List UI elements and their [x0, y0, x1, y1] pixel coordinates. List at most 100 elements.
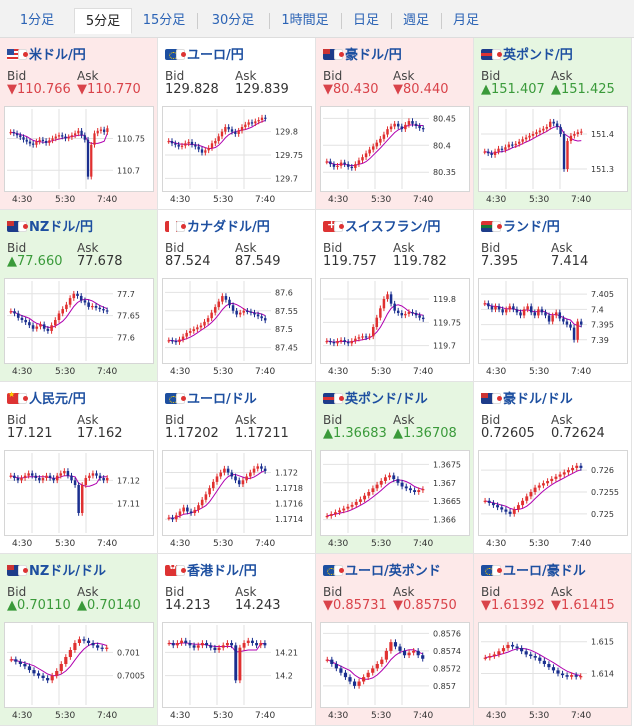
candle-body — [175, 643, 179, 646]
currency-tile[interactable]: 米ドル/円 Bid Ask ▼110.766 ▼110.770 110.75 110.7 4:… — [0, 38, 158, 210]
pair-title-link[interactable]: ユーロ/英ポンド — [323, 560, 441, 579]
price-chart[interactable]: 1.615 1.614 — [478, 622, 628, 708]
candle-body — [50, 675, 54, 681]
candle-body — [35, 326, 39, 329]
price-chart[interactable]: 80.45 80.4 80.35 — [320, 106, 470, 192]
candle-body — [525, 496, 529, 501]
candle-body — [247, 122, 250, 125]
price-chart[interactable]: 7.405 7.4 7.395 7.39 — [478, 278, 628, 364]
pair-name[interactable]: ユーロ/円 — [187, 48, 244, 63]
price-chart[interactable]: 1.3675 1.367 1.3665 1.366 — [320, 450, 470, 536]
x-tick-label: 4:30 — [328, 195, 349, 205]
pair-title-link[interactable]: スイスフラン/円 — [323, 216, 441, 235]
price-chart[interactable]: 87.6 87.55 87.5 87.45 — [162, 278, 312, 364]
tab-timeframe[interactable]: 5分足 — [74, 8, 132, 34]
pair-name[interactable]: ユーロ/豪ドル — [503, 564, 586, 579]
currency-tile[interactable]: カナダドル/円 Bid Ask 87.524 87.549 87.6 87.55 87.5 87… — [158, 210, 316, 382]
price-chart[interactable]: 17.12 17.11 — [4, 450, 154, 536]
pair-title-link[interactable]: ランド/円 — [481, 216, 560, 235]
y-tick-label: 0.8574 — [433, 647, 461, 656]
price-chart[interactable]: 129.8 129.75 129.7 — [162, 106, 312, 192]
pair-name[interactable]: ユーロ/英ポンド — [345, 564, 441, 579]
gb-flag-icon — [481, 49, 496, 60]
pair-title-link[interactable]: NZドル/ドル — [7, 560, 107, 579]
currency-tile[interactable]: NZドル/ドル Bid Ask ▲0.70110 ▲0.70140 0.701 0.7005… — [0, 554, 158, 726]
candle-body — [350, 504, 354, 507]
currency-tile[interactable]: ランド/円 Bid Ask 7.395 7.414 7.405 7.4 7.395 7.39 4:… — [474, 210, 632, 382]
pair-name[interactable]: スイスフラン/円 — [345, 220, 441, 235]
price-chart[interactable]: 151.4 151.3 — [478, 106, 628, 192]
pair-title-link[interactable]: カナダドル/円 — [165, 216, 270, 235]
pair-title-link[interactable]: 英ポンド/ドル — [323, 388, 428, 407]
pair-title-link[interactable]: 米ドル/円 — [7, 44, 86, 63]
pair-name[interactable]: 豪ドル/円 — [345, 48, 402, 63]
currency-tile[interactable]: ユーロ/ドル Bid Ask 1.17202 1.17211 1.172 1.1718 1.1… — [158, 382, 316, 554]
price-chart[interactable]: 0.8576 0.8574 0.8572 0.857 — [320, 622, 470, 708]
price-chart[interactable]: 119.8 119.75 119.7 — [320, 278, 470, 364]
pair-title-link[interactable]: NZドル/円 — [7, 216, 94, 235]
pair-name[interactable]: ユーロ/ドル — [187, 392, 257, 407]
bid-value: 119.757 — [323, 254, 377, 269]
price-chart[interactable]: 0.701 0.7005 — [4, 622, 154, 708]
candle-body — [244, 124, 247, 127]
moving-average-line — [168, 470, 266, 519]
x-tick-label: 5:30 — [529, 711, 550, 721]
candle-body — [407, 312, 411, 314]
pair-title-link[interactable]: ユーロ/円 — [165, 44, 244, 63]
currency-tile[interactable]: スイスフラン/円BidAsk119.757119.782119.8119.751… — [316, 210, 474, 382]
pair-name[interactable]: 人民元/円 — [29, 392, 86, 407]
candle-body — [549, 121, 552, 127]
candle-body — [213, 307, 217, 313]
tab-timeframe[interactable]: 日足 — [352, 13, 379, 28]
pair-name[interactable]: 豪ドル/ドル — [503, 392, 573, 407]
pair-name[interactable]: NZドル/ドル — [29, 564, 107, 579]
candle-body — [70, 135, 74, 138]
candle-body — [546, 481, 550, 484]
currency-tile[interactable]: ユーロ/円 Bid Ask 129.828 129.839 129.8 129.75 129.… — [158, 38, 316, 210]
currency-tile[interactable]: 英ポンド/ドル Bid Ask ▲1.36683 ▲1.36708 1.3675 1.367… — [316, 382, 474, 554]
currency-tile[interactable]: 豪ドル/円 Bid Ask ▼80.430 ▼80.440 80.45 80.4 80.35 4… — [316, 38, 474, 210]
price-chart[interactable]: 77.7 77.65 77.6 — [4, 278, 154, 364]
x-tick-label: 7:40 — [255, 367, 276, 377]
candle-body — [566, 470, 570, 473]
price-chart[interactable]: 0.726 0.7255 0.725 — [478, 450, 628, 536]
candle-body — [18, 661, 22, 664]
candlestick-chart: 119.8 119.75 119.7 — [323, 281, 461, 361]
price-chart[interactable]: 1.172 1.1718 1.1716 1.1714 — [162, 450, 312, 536]
pair-title-link[interactable]: ユーロ/ドル — [165, 388, 257, 407]
candle-body — [210, 143, 214, 148]
ask-value: ▼1.61415 — [551, 598, 615, 613]
tab-timeframe[interactable]: 1分足 — [19, 13, 55, 28]
candle-body — [407, 121, 411, 125]
pair-title-link[interactable]: 豪ドル/円 — [323, 44, 402, 63]
currency-tile[interactable]: ユーロ/豪ドル Bid Ask ▼1.61392 ▼1.61415 1.615 1.614 4… — [474, 554, 632, 726]
pair-name[interactable]: 英ポンド/ドル — [345, 392, 428, 407]
currency-tile[interactable]: ユーロ/英ポンド Bid Ask ▼0.85731 ▼0.85750 0.8576 0.85… — [316, 554, 474, 726]
currency-tile[interactable]: 英ポンド/円 Bid Ask ▲151.407 ▲151.425 151.4 151.3 4:… — [474, 38, 632, 210]
pair-name[interactable]: 米ドル/円 — [29, 48, 86, 63]
candle-body — [167, 643, 171, 645]
currency-tile[interactable]: 豪ドル/ドル Bid Ask 0.72605 0.72624 0.726 0.7255 0.7… — [474, 382, 632, 554]
pair-title-link[interactable]: ユーロ/豪ドル — [481, 560, 586, 579]
candle-body — [362, 677, 366, 682]
price-chart[interactable]: 14.21 14.2 — [162, 622, 312, 708]
pair-title-link[interactable]: 香港ドル/円 — [165, 560, 257, 579]
candle-body — [368, 149, 371, 154]
pair-title-link[interactable]: 人民元/円 — [7, 388, 86, 407]
pair-name[interactable]: 香港ドル/円 — [187, 564, 257, 579]
tab-timeframe[interactable]: 月足 — [452, 13, 479, 28]
tab-timeframe[interactable]: 30分足 — [211, 13, 255, 28]
tab-timeframe[interactable]: 週足 — [402, 13, 429, 28]
pair-title-link[interactable]: 豪ドル/ドル — [481, 388, 573, 407]
tab-timeframe[interactable]: 15分足 — [142, 13, 186, 28]
pair-name[interactable]: カナダドル/円 — [187, 220, 270, 235]
currency-tile[interactable]: NZドル/円 Bid Ask ▲77.660 77.678 77.7 77.65 77.6 4:… — [0, 210, 158, 382]
pair-name[interactable]: NZドル/円 — [29, 220, 94, 235]
tab-timeframe[interactable]: 1時間足 — [281, 13, 329, 28]
pair-title-link[interactable]: 英ポンド/円 — [481, 44, 573, 63]
pair-name[interactable]: ランド/円 — [503, 220, 560, 235]
price-chart[interactable]: 110.75 110.7 — [4, 106, 154, 192]
pair-name[interactable]: 英ポンド/円 — [503, 48, 573, 63]
